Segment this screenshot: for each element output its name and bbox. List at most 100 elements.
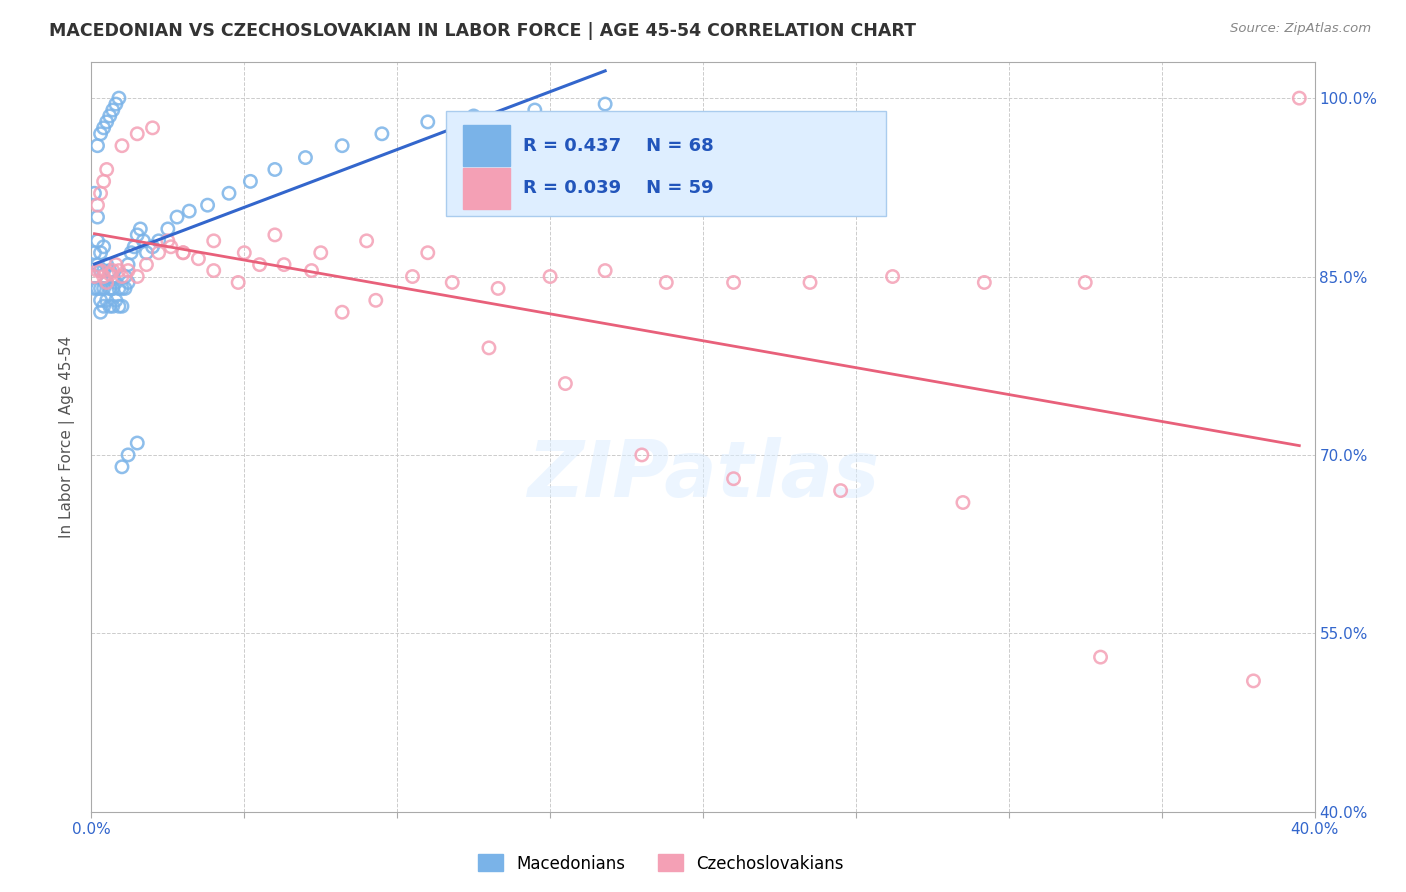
Point: [93, 263, 115, 277]
Point: [356, 234, 378, 248]
Point: [86, 138, 108, 153]
Point: [723, 472, 745, 486]
Point: [129, 222, 152, 236]
Point: [160, 240, 183, 254]
Point: [93, 120, 115, 135]
Point: [226, 276, 249, 290]
Point: [973, 276, 995, 290]
Point: [631, 448, 654, 462]
Point: [90, 186, 112, 201]
Point: [264, 227, 287, 242]
Point: [401, 269, 423, 284]
Text: R = 0.437    N = 68: R = 0.437 N = 68: [523, 136, 714, 154]
Y-axis label: In Labor Force | Age 45-54: In Labor Force | Age 45-54: [59, 336, 76, 538]
Point: [101, 281, 124, 295]
FancyBboxPatch shape: [463, 168, 510, 209]
Point: [330, 138, 353, 153]
Point: [723, 276, 745, 290]
Point: [98, 267, 121, 281]
Point: [135, 258, 157, 272]
Point: [96, 162, 118, 177]
Point: [593, 97, 616, 112]
Point: [114, 281, 136, 295]
Point: [478, 341, 501, 355]
Point: [101, 103, 124, 117]
Point: [108, 281, 131, 295]
Point: [90, 293, 112, 308]
Point: [135, 245, 157, 260]
Point: [294, 151, 316, 165]
Point: [86, 263, 108, 277]
Point: [83, 186, 105, 201]
Point: [104, 258, 127, 272]
Point: [830, 483, 852, 498]
Point: [364, 293, 387, 308]
Point: [202, 234, 225, 248]
Point: [148, 234, 170, 248]
Point: [101, 299, 124, 313]
Point: [172, 245, 194, 260]
Point: [127, 227, 149, 242]
Point: [90, 263, 112, 277]
Point: [93, 269, 115, 284]
Point: [93, 240, 115, 254]
Point: [309, 245, 332, 260]
Point: [166, 210, 188, 224]
Point: [86, 198, 108, 212]
Point: [98, 263, 121, 277]
Point: [148, 245, 170, 260]
Point: [90, 305, 112, 319]
Point: [1090, 650, 1112, 665]
Point: [523, 103, 546, 117]
Point: [86, 210, 108, 224]
Point: [90, 245, 112, 260]
Point: [90, 127, 112, 141]
Point: [538, 269, 561, 284]
Point: [96, 293, 118, 308]
Point: [96, 276, 118, 290]
Point: [83, 281, 105, 295]
Point: [156, 234, 179, 248]
FancyBboxPatch shape: [463, 126, 510, 166]
Point: [111, 281, 134, 295]
Point: [463, 109, 485, 123]
Point: [96, 258, 118, 272]
Point: [96, 115, 118, 129]
Point: [132, 234, 155, 248]
Point: [1243, 673, 1265, 688]
Point: [111, 269, 134, 284]
Point: [98, 299, 121, 313]
Point: [111, 138, 134, 153]
Point: [93, 299, 115, 313]
Point: [799, 276, 821, 290]
Text: R = 0.039    N = 59: R = 0.039 N = 59: [523, 179, 714, 197]
Point: [111, 299, 134, 313]
Point: [98, 281, 121, 295]
Point: [104, 293, 127, 308]
Point: [952, 495, 974, 509]
Point: [108, 263, 131, 277]
Point: [101, 269, 124, 284]
Point: [127, 127, 149, 141]
Point: [120, 245, 142, 260]
Text: MACEDONIAN VS CZECHOSLOVAKIAN IN LABOR FORCE | AGE 45-54 CORRELATION CHART: MACEDONIAN VS CZECHOSLOVAKIAN IN LABOR F…: [49, 22, 917, 40]
Point: [117, 448, 139, 462]
Point: [179, 204, 201, 219]
Point: [655, 276, 678, 290]
Text: ZIPatlas: ZIPatlas: [527, 436, 879, 513]
Point: [127, 436, 149, 450]
Point: [104, 276, 127, 290]
Point: [117, 258, 139, 272]
Point: [101, 263, 124, 277]
Point: [233, 245, 256, 260]
Point: [111, 459, 134, 474]
Point: [93, 281, 115, 295]
Point: [202, 263, 225, 277]
Point: [96, 276, 118, 290]
FancyBboxPatch shape: [446, 112, 886, 216]
Point: [371, 127, 394, 141]
Point: [554, 376, 576, 391]
Point: [249, 258, 271, 272]
Legend: Macedonians, Czechoslovakians: Macedonians, Czechoslovakians: [471, 847, 851, 880]
Point: [330, 305, 353, 319]
